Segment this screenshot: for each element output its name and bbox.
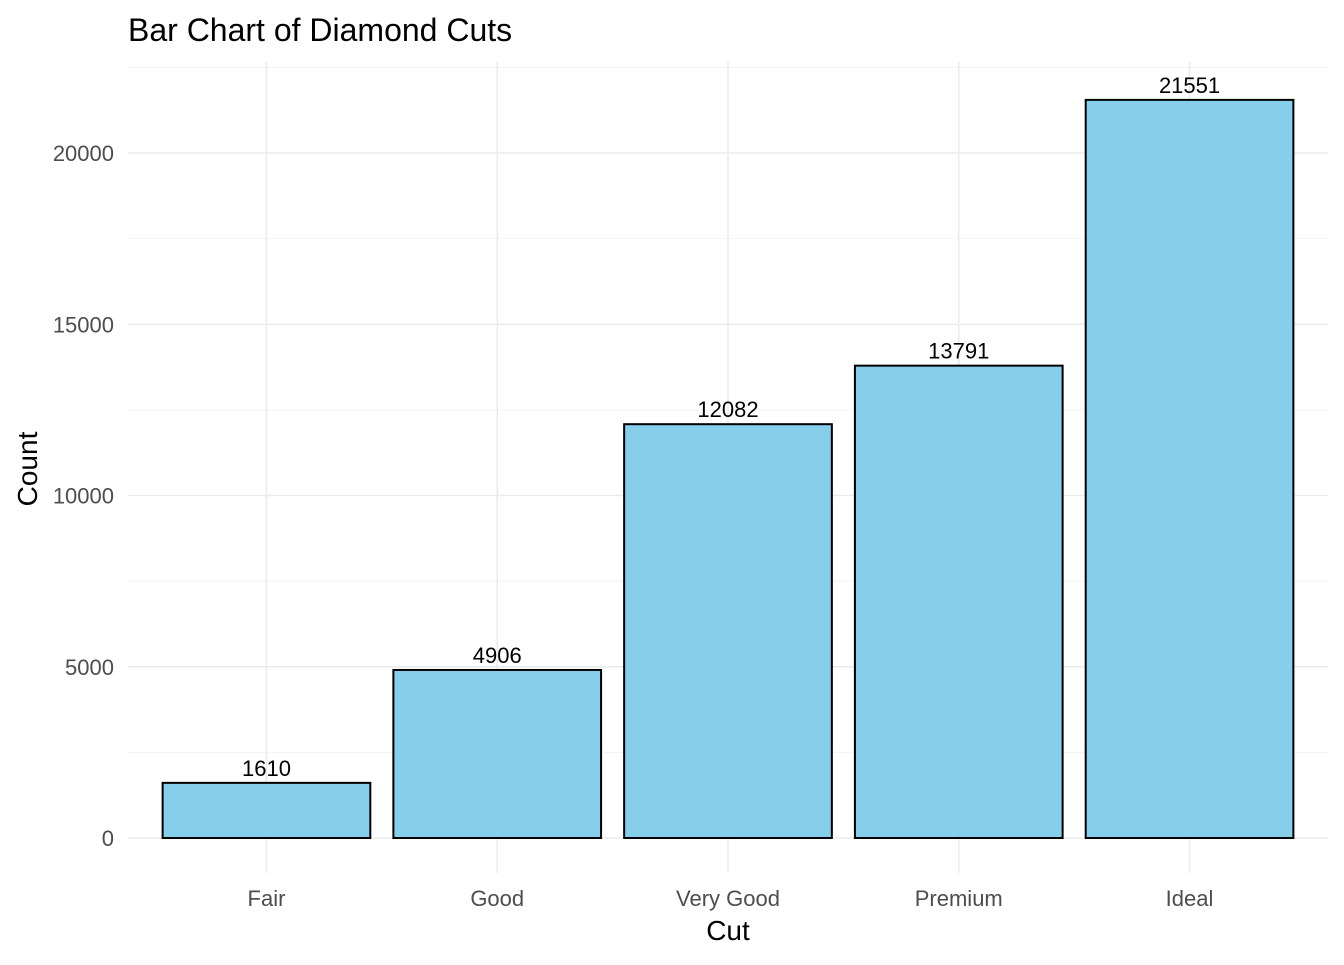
bar-ideal <box>1084 98 1295 840</box>
data-labels: 1610 4906 12082 13791 21551 <box>242 73 1220 781</box>
x-tick-label: Good <box>470 886 524 911</box>
data-label: 12082 <box>697 397 758 422</box>
y-tick-label: 0 <box>102 826 114 851</box>
x-tick-label: Premium <box>915 886 1003 911</box>
bar-good <box>392 668 603 839</box>
y-tick-label: 5000 <box>65 655 114 680</box>
bars <box>161 98 1295 840</box>
x-axis-title: Cut <box>706 915 750 946</box>
x-tick-label: Fair <box>248 886 286 911</box>
data-label: 21551 <box>1159 73 1220 98</box>
bar-very-good <box>623 423 833 839</box>
data-label: 4906 <box>473 643 522 668</box>
data-label: 1610 <box>242 756 291 781</box>
y-axis-title: Count <box>12 431 43 506</box>
bar-premium <box>853 364 1064 839</box>
x-tick-label: Very Good <box>676 886 780 911</box>
y-tick-label: 20000 <box>53 141 114 166</box>
y-tick-label: 10000 <box>53 484 114 509</box>
data-label: 13791 <box>928 339 989 364</box>
y-tick-label: 15000 <box>53 312 114 337</box>
chart-title: Bar Chart of Diamond Cuts <box>128 12 512 48</box>
bar-fair <box>161 781 372 839</box>
y-axis-ticks: 0 5000 10000 15000 20000 <box>53 141 114 851</box>
x-axis-ticks: Fair Good Very Good Premium Ideal <box>248 886 1214 911</box>
x-tick-label: Ideal <box>1166 886 1214 911</box>
